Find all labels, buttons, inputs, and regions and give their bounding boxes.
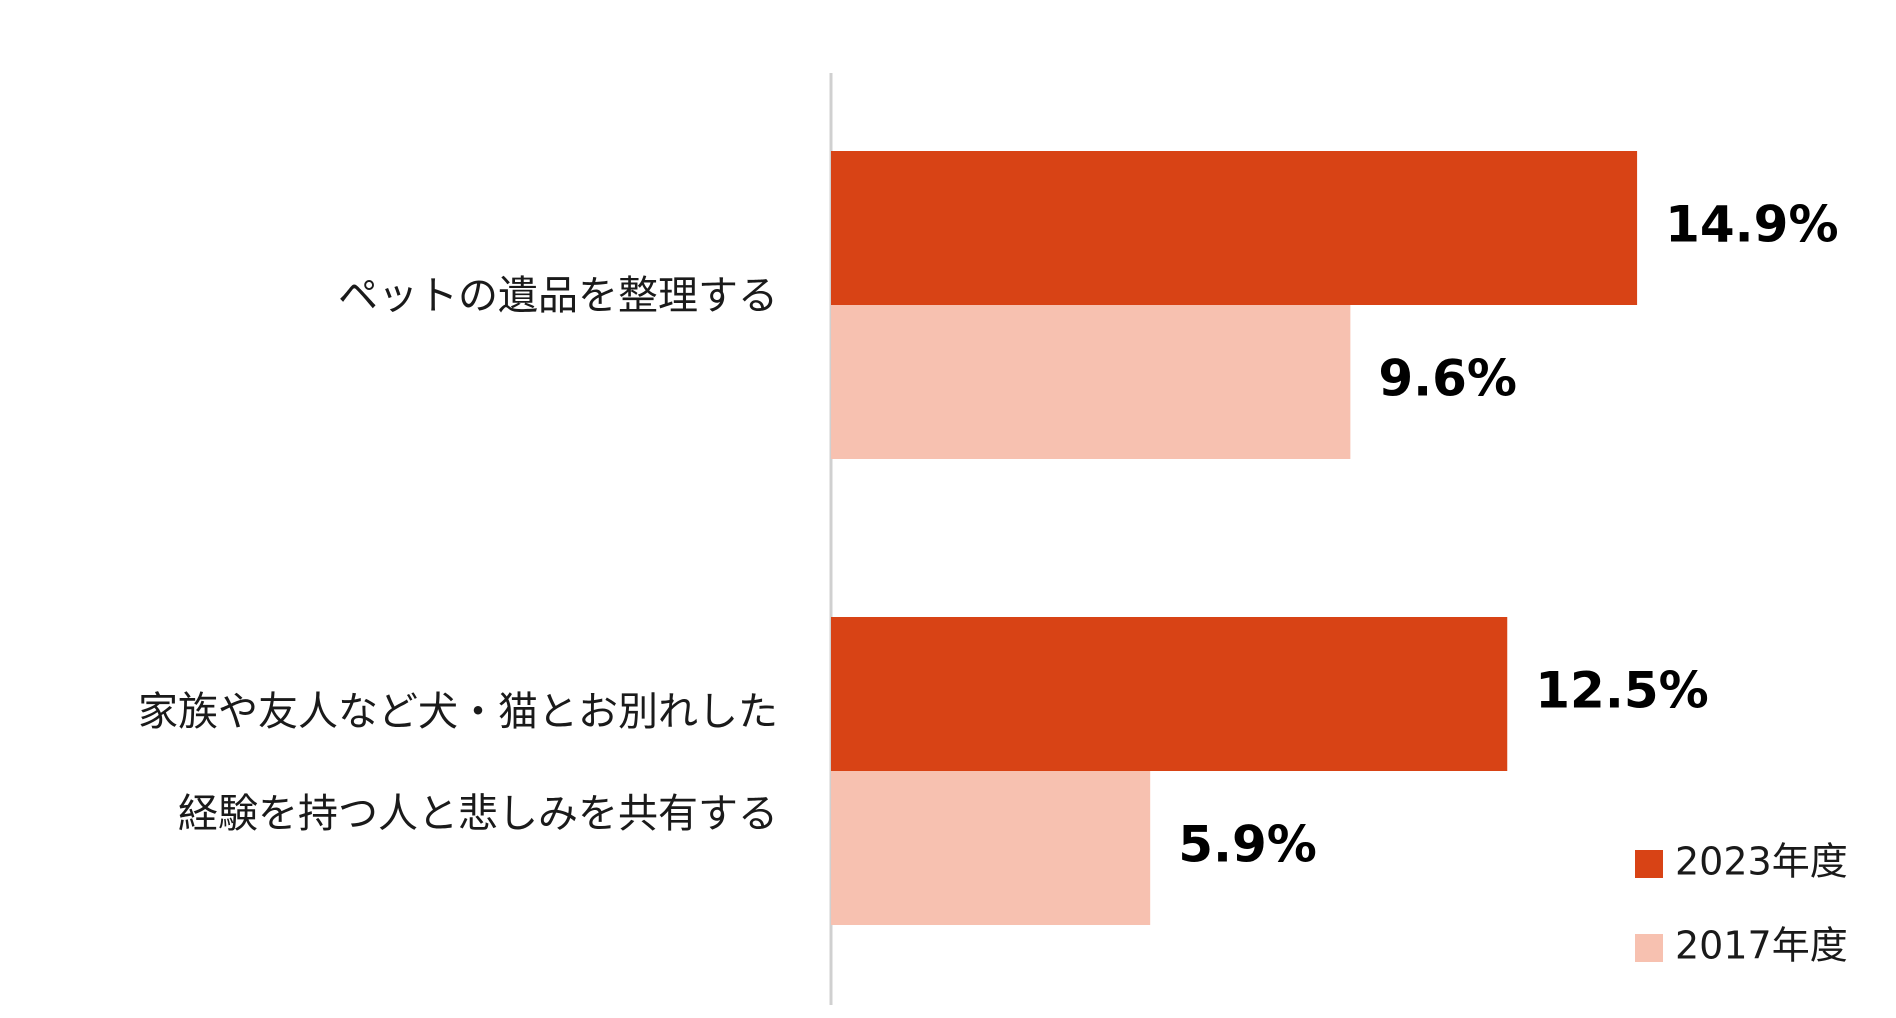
data-label: 5.9% (1178, 816, 1317, 874)
legend: 2023年度 2017年度 (1635, 840, 1848, 968)
bar (831, 617, 1508, 771)
legend-entry: 2023年度 (1675, 840, 1848, 884)
bars (831, 151, 1638, 925)
legend-entry: 2017年度 (1675, 924, 1848, 968)
bar (831, 151, 1638, 305)
data-label: 9.6% (1378, 350, 1517, 408)
category-labels: ペットの遺品を整理する家族や友人など犬・猫とお別れした経験を持つ人と悲しみを共有… (138, 273, 778, 837)
category-label: 家族や友人など犬・猫とお別れした (138, 689, 778, 735)
bar (831, 771, 1151, 925)
bar (831, 305, 1351, 459)
value-labels: 14.9% 9.6% 12.5% 5.9% (1178, 196, 1838, 874)
category-label: ペットの遺品を整理する (338, 273, 778, 319)
legend-swatch (1635, 934, 1663, 962)
data-label: 14.9% (1665, 196, 1838, 254)
data-label: 12.5% (1535, 662, 1708, 720)
legend-swatch (1635, 850, 1663, 878)
category-label: 経験を持つ人と悲しみを共有する (178, 791, 778, 837)
